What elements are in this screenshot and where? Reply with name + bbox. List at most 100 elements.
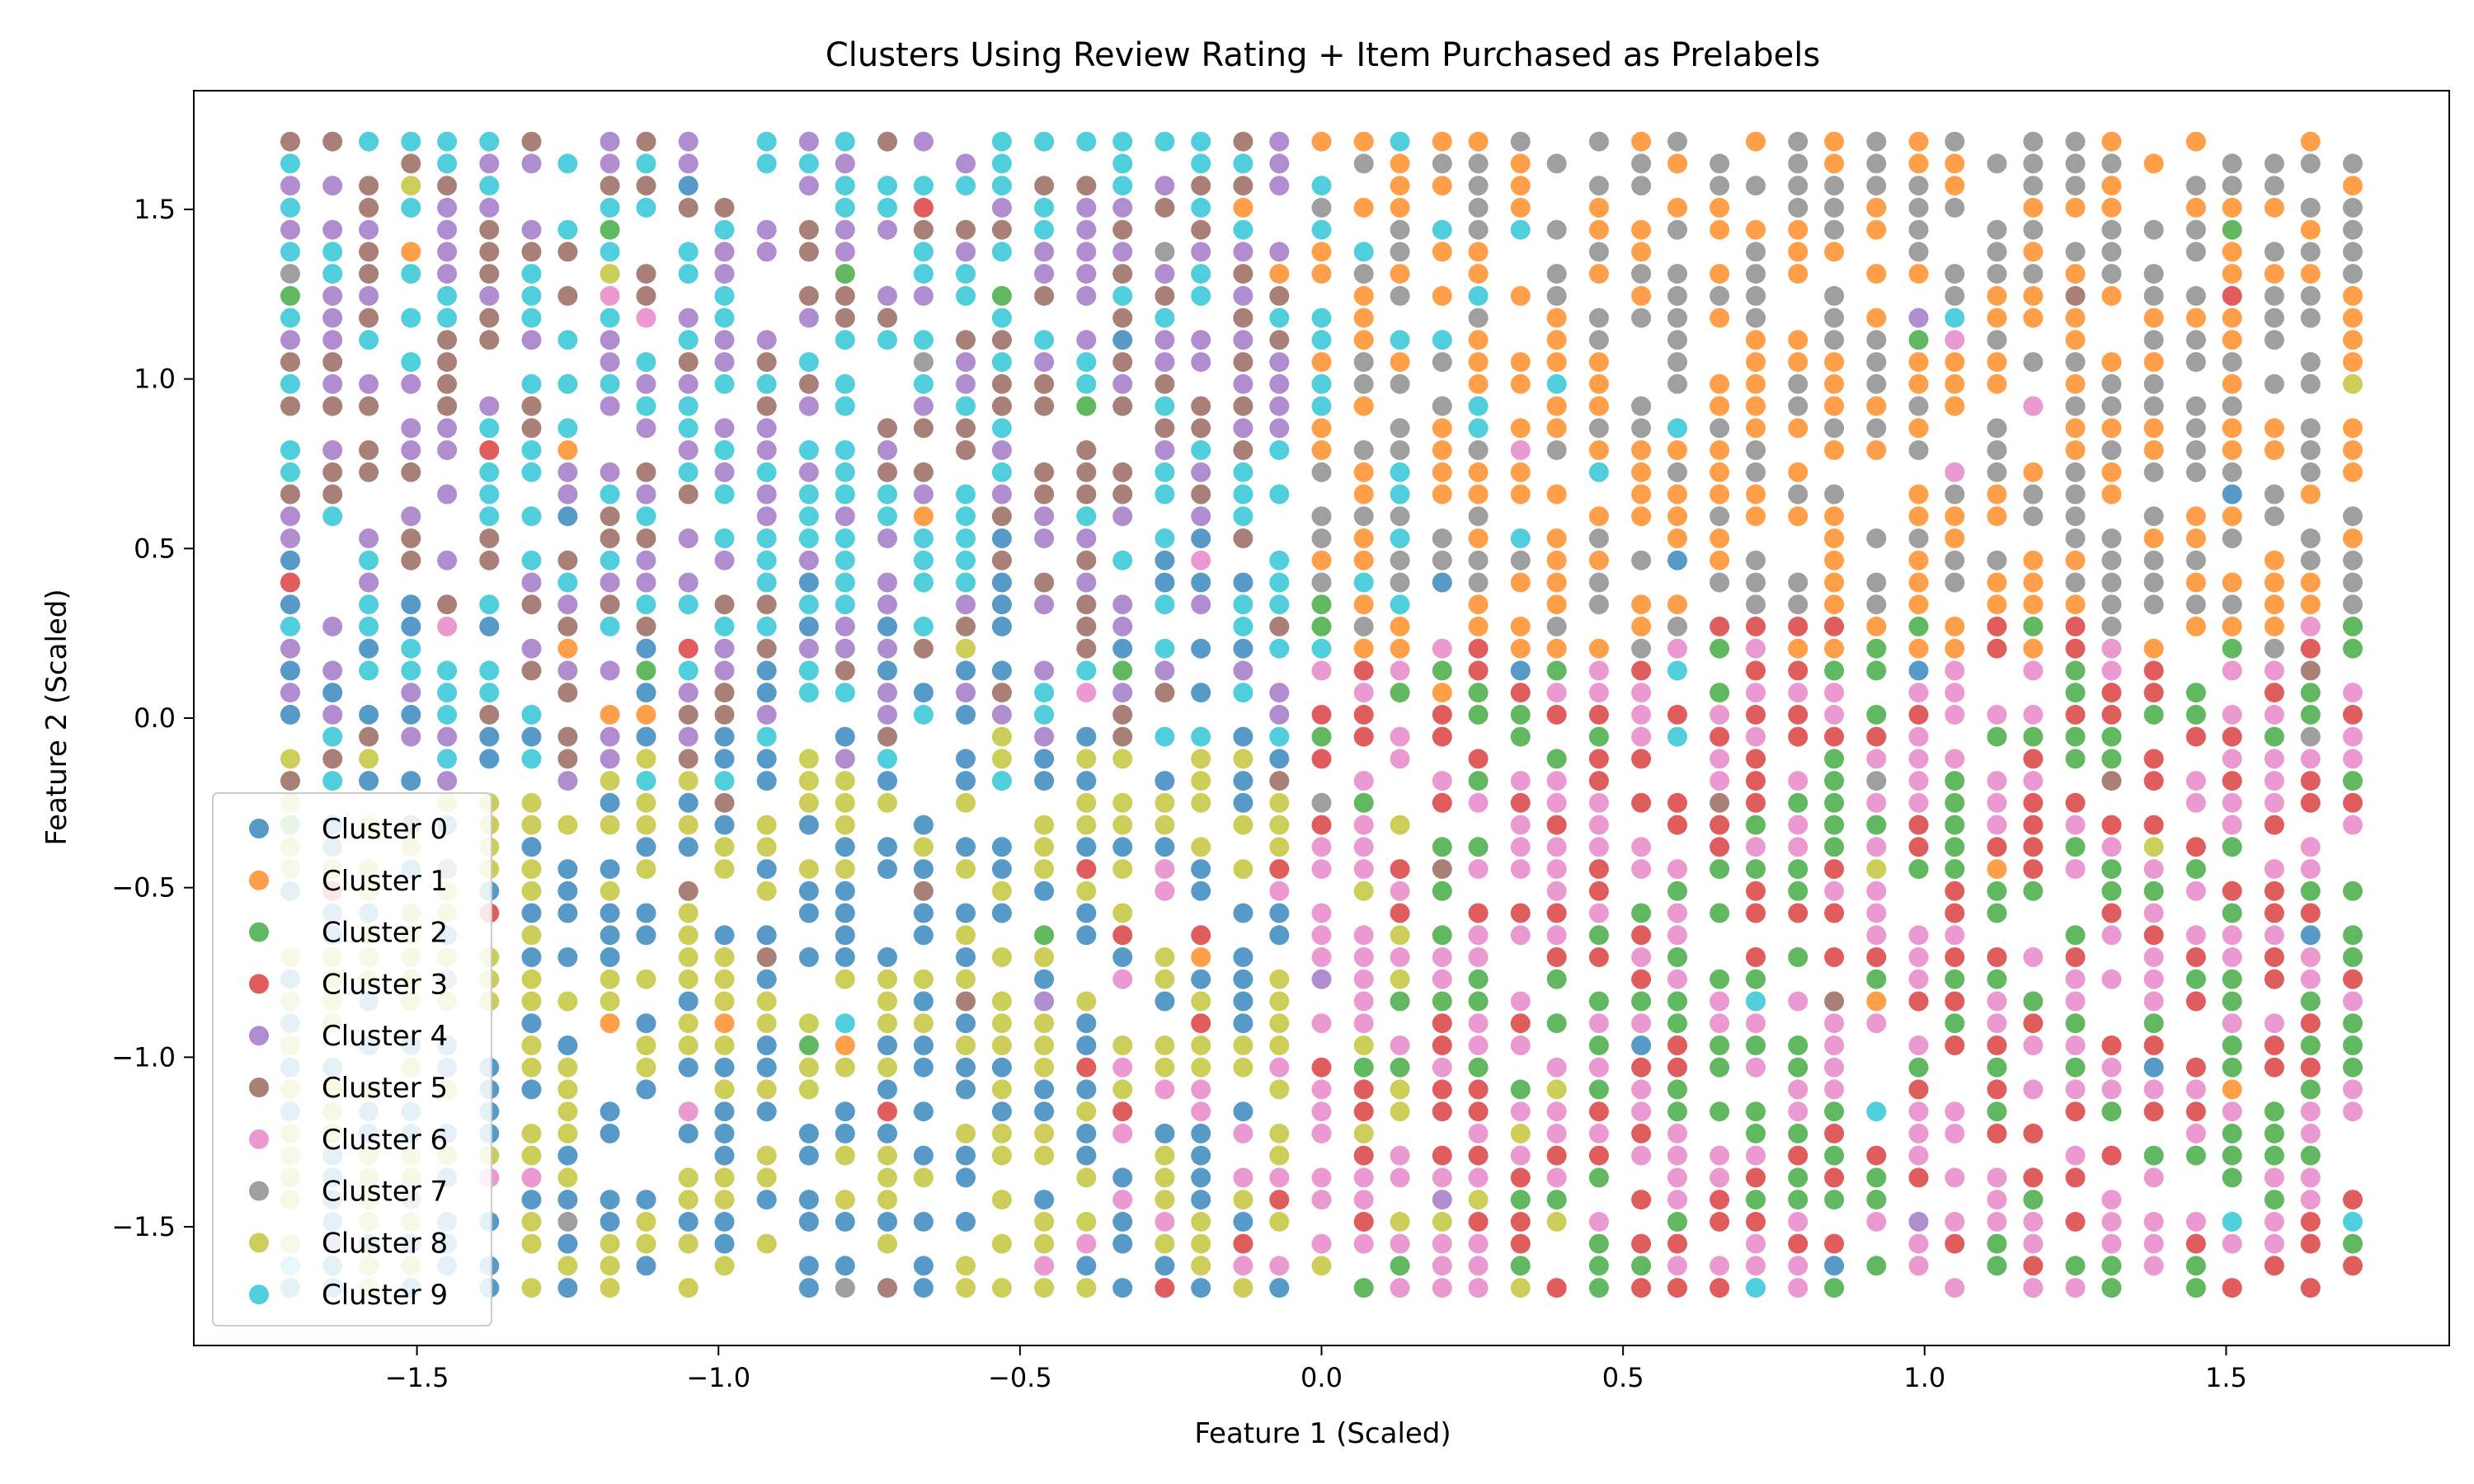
data-point (913, 638, 934, 659)
data-point (798, 440, 819, 460)
data-point (678, 660, 698, 681)
data-point (1546, 373, 1567, 394)
data-point (479, 616, 500, 636)
data-point (1468, 837, 1489, 857)
x-tick-label: −1.0 (686, 1362, 750, 1393)
data-point (2343, 1233, 2363, 1254)
data-point (714, 1256, 735, 1276)
data-point (1908, 859, 1929, 880)
data-point (678, 638, 698, 659)
data-point (636, 1013, 656, 1034)
data-point (1710, 373, 1730, 394)
data-point (1746, 1256, 1766, 1276)
data-point (2343, 792, 2363, 813)
data-point (600, 1233, 620, 1254)
data-point (2300, 1101, 2321, 1122)
data-point (1746, 837, 1766, 857)
data-point (1076, 1211, 1097, 1232)
data-point (1908, 792, 1929, 813)
data-point (521, 749, 542, 769)
data-point (1546, 550, 1567, 571)
data-point (2101, 285, 2122, 306)
data-point (437, 484, 458, 505)
data-point (479, 462, 500, 482)
data-point (1311, 330, 1332, 350)
data-point (1987, 594, 2007, 615)
data-point (756, 352, 777, 373)
data-point (2222, 837, 2242, 857)
data-point (636, 749, 656, 769)
data-point (2143, 903, 2164, 923)
data-point (1034, 1079, 1055, 1100)
data-point (1269, 726, 1290, 747)
data-point (877, 638, 897, 659)
data-point (1390, 1057, 1410, 1078)
data-point (1908, 616, 1929, 636)
data-point (437, 131, 458, 152)
data-point (1034, 1233, 1055, 1254)
data-point (1510, 792, 1531, 813)
data-point (678, 1278, 698, 1298)
data-point (877, 176, 897, 196)
data-point (1667, 1101, 1687, 1122)
data-point (1546, 947, 1567, 967)
data-point (956, 903, 976, 923)
data-point (600, 991, 620, 1012)
data-point (322, 176, 343, 196)
data-point (1987, 1233, 2007, 1254)
data-point (600, 462, 620, 482)
data-point (956, 1167, 976, 1188)
data-point (1034, 197, 1055, 218)
y-tick-label: 0.0 (134, 702, 176, 734)
data-point (1588, 176, 1609, 196)
data-point (1112, 1036, 1133, 1055)
data-point (2300, 594, 2321, 615)
data-point (798, 616, 819, 636)
data-point (756, 418, 777, 439)
data-point (991, 726, 1012, 747)
data-point (1112, 176, 1133, 196)
x-tick-label: −1.5 (385, 1362, 449, 1393)
data-point (479, 484, 500, 505)
data-point (2185, 881, 2206, 901)
data-point (280, 484, 300, 505)
data-point (636, 285, 656, 306)
data-point (2343, 330, 2363, 350)
data-point (1588, 1079, 1609, 1100)
data-point (636, 550, 656, 571)
data-point (1233, 131, 1253, 152)
data-point (521, 373, 542, 394)
data-point (2222, 396, 2242, 416)
data-point (1191, 638, 1211, 659)
data-point (756, 1167, 777, 1188)
data-point (2185, 837, 2206, 857)
data-point (2300, 462, 2321, 482)
data-point (1510, 352, 1531, 373)
data-point (991, 903, 1012, 923)
data-point (600, 925, 620, 946)
data-point (678, 418, 698, 439)
data-point (1710, 1256, 1730, 1276)
data-point (1191, 1256, 1211, 1276)
data-point (1746, 440, 1766, 460)
data-point (1468, 1211, 1489, 1232)
data-point (1788, 396, 1808, 416)
data-point (600, 550, 620, 571)
data-point (1510, 462, 1531, 482)
data-point (2264, 176, 2284, 196)
data-point (1034, 1123, 1055, 1144)
data-point (1710, 418, 1730, 439)
data-point (1667, 153, 1687, 174)
data-point (1468, 219, 1489, 240)
data-point (991, 219, 1012, 240)
data-point (2343, 153, 2363, 174)
data-point (956, 484, 976, 505)
data-point (714, 991, 735, 1012)
data-point (1269, 330, 1290, 350)
data-point (1112, 484, 1133, 505)
data-point (1112, 704, 1133, 725)
data-point (1945, 308, 1965, 328)
data-point (557, 859, 578, 880)
data-point (1746, 1190, 1766, 1210)
